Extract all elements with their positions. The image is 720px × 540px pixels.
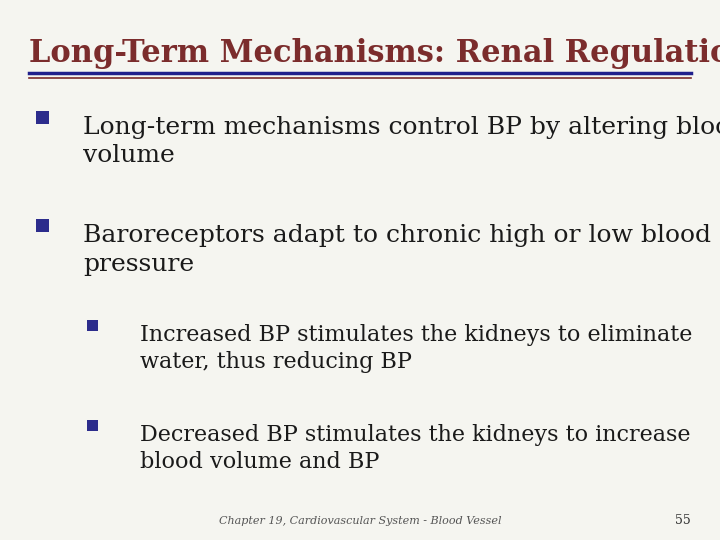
- Text: Decreased BP stimulates the kidneys to increase
blood volume and BP: Decreased BP stimulates the kidneys to i…: [140, 424, 691, 473]
- Text: Long-term mechanisms control BP by altering blood
volume: Long-term mechanisms control BP by alter…: [83, 116, 720, 167]
- Bar: [36, 111, 49, 124]
- Bar: [87, 420, 98, 431]
- Text: Long-Term Mechanisms: Renal Regulation: Long-Term Mechanisms: Renal Regulation: [29, 38, 720, 69]
- Text: 55: 55: [675, 514, 691, 526]
- Text: Baroreceptors adapt to chronic high or low blood
pressure: Baroreceptors adapt to chronic high or l…: [83, 224, 711, 275]
- Text: Increased BP stimulates the kidneys to eliminate
water, thus reducing BP: Increased BP stimulates the kidneys to e…: [140, 324, 693, 373]
- Bar: [36, 219, 49, 232]
- Text: Chapter 19, Cardiovascular System - Blood Vessel: Chapter 19, Cardiovascular System - Bloo…: [219, 516, 501, 526]
- Bar: [87, 320, 98, 331]
